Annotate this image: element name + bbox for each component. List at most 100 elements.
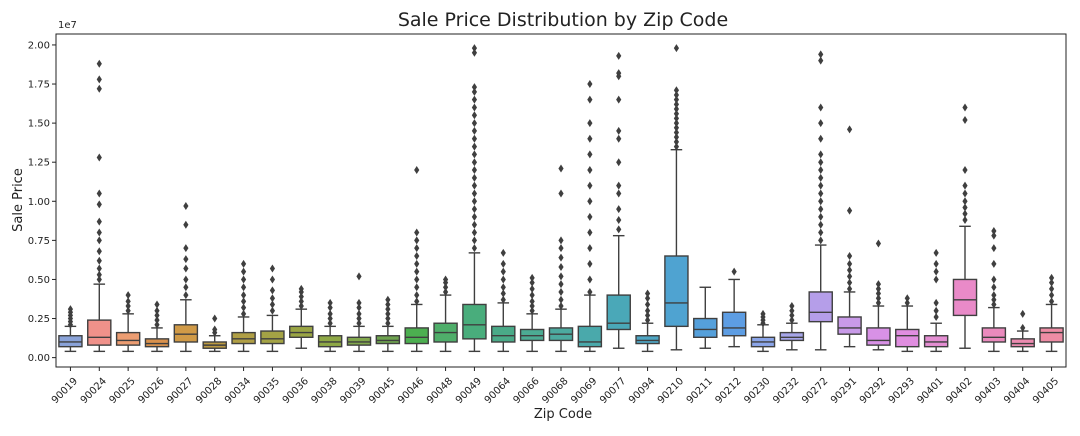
x-tick-label: 90230 (742, 376, 772, 406)
box-group-90048 (433, 275, 458, 353)
outlier-point (356, 314, 362, 323)
x-tick-label: 90045 (367, 376, 397, 406)
outlier-point (991, 275, 997, 284)
outlier-point (587, 244, 593, 253)
outlier-point (385, 309, 391, 318)
outlier-point (471, 220, 478, 229)
outlier-point (471, 236, 478, 245)
outlier-point (500, 275, 506, 284)
outlier-point (327, 319, 333, 328)
outlier-point (818, 103, 824, 112)
outlier-point (96, 59, 102, 68)
outlier-point (962, 197, 968, 206)
box-iqr (491, 325, 516, 343)
outlier-point (1048, 273, 1055, 282)
outlier-point (240, 275, 247, 284)
outlier-point (962, 216, 968, 225)
box-group-90230 (750, 309, 776, 353)
outlier-point (471, 87, 478, 96)
outlier-point (240, 309, 247, 318)
box-group-90034 (231, 259, 256, 353)
x-tick-label: 90068 (540, 376, 570, 406)
outlier-point (96, 270, 102, 279)
outlier-point (558, 253, 564, 262)
y-axis-label: Sale Price (11, 168, 26, 232)
outlier-point (96, 228, 102, 237)
outlier-point (125, 297, 131, 306)
box-iqr (837, 316, 862, 335)
outlier-point (846, 125, 853, 134)
box-group-90403 (981, 226, 1007, 353)
outlier-point (356, 298, 362, 307)
outlier-point (327, 298, 333, 307)
outlier-point (673, 137, 680, 146)
box-iqr (404, 327, 429, 345)
outlier-point (933, 275, 939, 284)
outlier-point (125, 306, 131, 315)
outlier-point (933, 248, 939, 257)
box-iqr (346, 336, 372, 346)
box-group-90019 (58, 305, 83, 353)
outlier-point (846, 284, 853, 293)
outlier-point (414, 297, 420, 306)
x-tick-label: 90034 (223, 376, 253, 406)
outlier-point (183, 220, 189, 229)
outlier-point (385, 300, 391, 309)
outlier-point (269, 286, 276, 295)
box-iqr (289, 325, 314, 338)
x-tick-label: 90046 (396, 376, 426, 406)
outlier-point (644, 316, 651, 325)
x-tick-label: 90211 (685, 376, 715, 406)
outlier-point (587, 275, 593, 284)
outlier-point (529, 284, 535, 293)
outlier-point (846, 272, 853, 281)
outlier-point (818, 158, 824, 167)
outlier-point (471, 212, 478, 221)
outlier-point (991, 283, 997, 292)
box-group-90232 (779, 302, 805, 351)
outlier-point (616, 69, 622, 78)
outlier-point (1048, 278, 1055, 287)
outlier-point (962, 181, 968, 190)
box-group-90036 (289, 284, 314, 349)
box-iqr (462, 303, 487, 340)
y-tick-label: 0.25 (28, 314, 50, 325)
outlier-point (644, 294, 651, 303)
outlier-point (673, 44, 680, 53)
outlier-point (96, 275, 102, 284)
outlier-point (183, 275, 189, 284)
outlier-point (644, 306, 651, 315)
x-tick-label: 90212 (714, 376, 744, 406)
outlier-point (818, 134, 824, 143)
outlier-point (818, 56, 824, 65)
outlier-point (414, 244, 420, 253)
outlier-point (96, 75, 102, 84)
outlier-point (587, 119, 593, 128)
outlier-point (644, 300, 651, 309)
outlier-point (500, 283, 506, 292)
outlier-point (500, 267, 506, 276)
outlier-point (616, 158, 622, 167)
outlier-point (414, 236, 420, 245)
outlier-point (644, 289, 651, 298)
outlier-point (500, 295, 506, 304)
x-tick-label: 90027 (165, 376, 195, 406)
box-group-90077 (606, 51, 631, 349)
box-iqr (87, 319, 112, 346)
outlier-point (183, 201, 189, 210)
box-iqr (952, 278, 978, 317)
box-group-90210 (664, 44, 689, 351)
outlier-point (385, 295, 391, 304)
outlier-point (789, 311, 795, 320)
box-group-90405 (1039, 273, 1064, 353)
outlier-point (154, 320, 160, 329)
outlier-point (125, 291, 131, 300)
outlier-point (818, 212, 824, 221)
outlier-point (846, 259, 853, 268)
outlier-point (471, 228, 478, 237)
x-tick-label: 90048 (425, 376, 455, 406)
outlier-point (991, 259, 997, 268)
outlier-point (818, 236, 824, 245)
y-tick-label: 1.25 (28, 158, 50, 169)
